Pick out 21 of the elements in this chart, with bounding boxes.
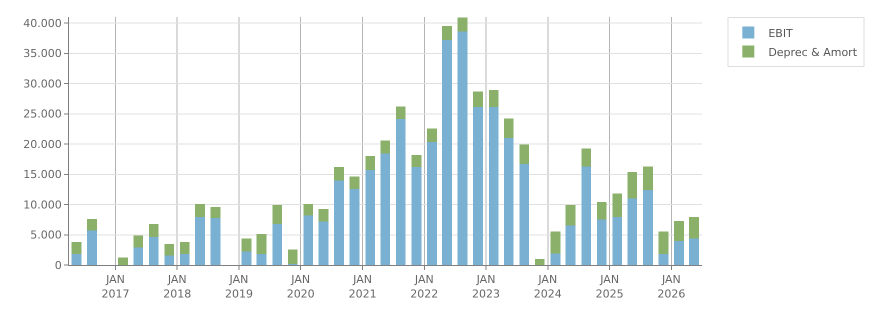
x-tick-label: JAN 2020 — [286, 273, 315, 300]
y-tick-label: 20.000 — [23, 138, 62, 151]
legend-label: Deprec & Amort — [768, 46, 858, 59]
legend-label: EBIT — [768, 26, 794, 40]
y-tick-label: 40.000 — [23, 16, 62, 30]
y-tick-label: 35.000 — [23, 47, 62, 60]
x-tick-label: JAN 2026 — [657, 273, 686, 300]
y-tick-label: 30.000 — [23, 77, 62, 90]
x-tick-label: JAN 2024 — [534, 273, 562, 300]
x-tick-label: JAN 2017 — [102, 273, 130, 300]
x-tick-label: JAN 2023 — [472, 273, 500, 300]
y-tick-label: 10.000 — [23, 198, 62, 212]
x-tick-label: JAN 2018 — [163, 273, 192, 300]
x-tick-label: JAN 2021 — [348, 273, 377, 300]
y-tick-label: 15.000 — [23, 168, 62, 182]
y-tick-label: 25.000 — [23, 108, 62, 121]
x-tick-label: JAN 2022 — [410, 273, 438, 300]
y-tick-label: 5.000 — [30, 228, 62, 242]
x-tick-label: JAN 2025 — [596, 273, 624, 300]
x-tick-label: JAN 2019 — [224, 273, 253, 300]
y-tick-label: 0 — [54, 258, 62, 272]
